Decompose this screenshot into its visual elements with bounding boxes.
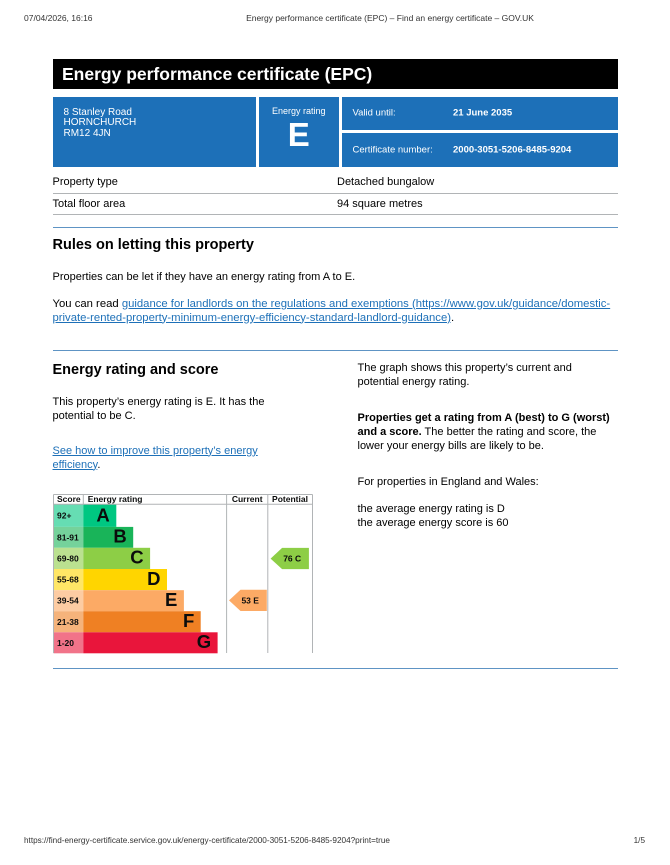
svg-text:G: G — [196, 631, 210, 652]
svg-text:Score: Score — [57, 494, 81, 504]
svg-text:A: A — [96, 505, 109, 526]
svg-text:C: C — [130, 547, 143, 568]
svg-text:E: E — [165, 589, 177, 610]
svg-text:69-80: 69-80 — [57, 554, 79, 564]
svg-text:76 C: 76 C — [283, 554, 301, 564]
svg-text:1-20: 1-20 — [57, 638, 74, 648]
svg-text:D: D — [147, 568, 160, 589]
svg-text:Energy rating: Energy rating — [87, 494, 142, 504]
svg-text:B: B — [113, 526, 126, 547]
svg-text:81-91: 81-91 — [57, 533, 79, 543]
svg-text:39-54: 39-54 — [57, 596, 79, 606]
svg-text:92+: 92+ — [57, 511, 71, 521]
svg-text:Current: Current — [231, 494, 262, 504]
svg-text:55-68: 55-68 — [57, 575, 79, 585]
svg-text:F: F — [182, 610, 193, 631]
svg-text:53 E: 53 E — [241, 596, 259, 606]
svg-text:Potential: Potential — [272, 494, 308, 504]
svg-text:21-38: 21-38 — [57, 617, 79, 627]
